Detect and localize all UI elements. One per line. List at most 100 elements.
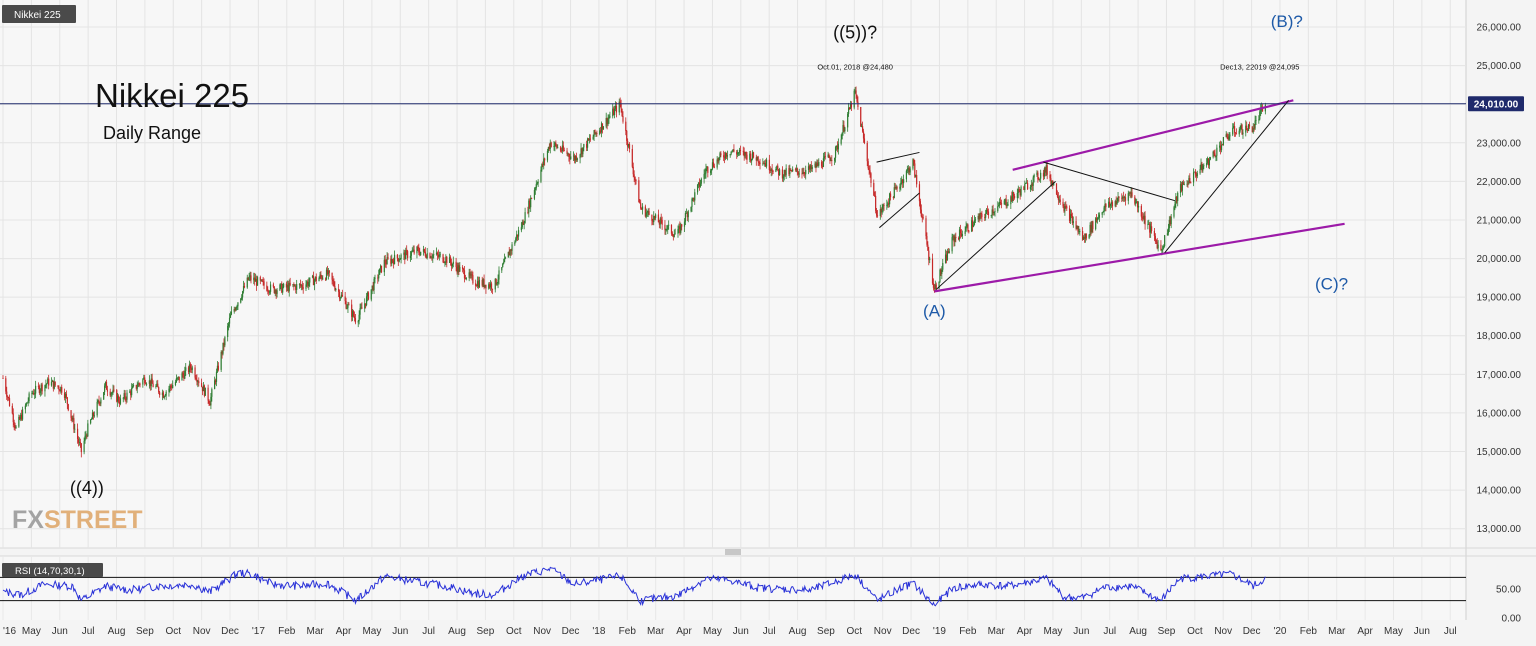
candle-body [779, 169, 781, 176]
candle-body [570, 156, 572, 160]
candle-body [516, 234, 518, 239]
candle-body [588, 138, 591, 141]
candle-body [953, 236, 955, 242]
candle-body [72, 418, 74, 420]
candle-body [679, 226, 681, 233]
candle-body [705, 168, 707, 174]
candle-body [537, 181, 539, 184]
candle-body [194, 367, 196, 378]
candle-body [6, 391, 8, 397]
candle-body [459, 266, 461, 272]
candle-body [503, 258, 506, 263]
candle-body [527, 212, 529, 213]
candle-body [1051, 180, 1053, 184]
candle-body [282, 287, 284, 293]
candle-body [142, 379, 144, 385]
candle-body [364, 303, 366, 309]
candle-body [174, 381, 177, 386]
candle-body [1190, 182, 1192, 184]
candle-body [504, 257, 507, 259]
rsi-tick: 50.00 [1496, 585, 1521, 596]
candle-body [520, 227, 522, 231]
candle-body [1082, 231, 1084, 240]
candle-body [1059, 199, 1061, 202]
candle-body [1025, 182, 1027, 184]
symbol-badge[interactable]: Nikkei 225 [2, 5, 76, 23]
candle-body [406, 250, 408, 252]
candle-body [684, 213, 687, 222]
candle-body [971, 220, 973, 232]
candle-body [1161, 249, 1163, 251]
candle-body [39, 390, 41, 393]
candle-body [573, 155, 576, 161]
date-tick: Dec [902, 626, 920, 637]
symbol-badge-label: Nikkei 225 [14, 10, 61, 21]
rsi-badge[interactable]: RSI (14,70,30,1) [2, 563, 103, 577]
date-tick: Jul [422, 626, 435, 637]
date-tick: Mar [307, 626, 325, 637]
candle-body [404, 252, 406, 260]
date-tick: Oct [506, 626, 522, 637]
candle-body [528, 200, 530, 213]
candle-body [489, 283, 492, 288]
candle-body [1247, 124, 1250, 131]
candle-body [37, 385, 40, 387]
candle-body [122, 397, 124, 399]
candle-body [309, 277, 311, 283]
chart-title: Nikkei 225 [95, 77, 249, 114]
candle-body [592, 136, 594, 140]
candle-body [158, 387, 160, 393]
candle-body [686, 212, 688, 218]
candle-body [113, 389, 115, 391]
candle-body [150, 378, 152, 387]
candle-body [517, 234, 519, 237]
candle-body [379, 265, 382, 269]
candle-body [255, 279, 258, 286]
candle-body [1044, 168, 1046, 173]
candle-body [541, 164, 543, 170]
candle-body [889, 193, 892, 198]
candle-body [1233, 126, 1235, 128]
price-tick: 22,000.00 [1477, 177, 1522, 188]
candle-body [214, 380, 216, 390]
candle-body [726, 155, 729, 157]
candle-body [1219, 145, 1222, 151]
candle-body [361, 307, 363, 309]
candle-body [1200, 163, 1202, 170]
candle-body [928, 250, 930, 261]
candle-body [491, 288, 494, 290]
candle-body [164, 395, 166, 397]
candle-body [143, 377, 145, 380]
candle-body [523, 223, 525, 226]
candle-body [177, 376, 179, 378]
candle-body [1083, 237, 1086, 239]
candle-body [556, 144, 558, 148]
candle-body [47, 378, 49, 384]
candle-body [426, 253, 428, 258]
candle-body [725, 152, 728, 157]
candle-body [1131, 192, 1133, 197]
candle-body [742, 150, 744, 152]
candle-body [262, 281, 264, 283]
candle-body [273, 286, 275, 293]
candle-body [805, 169, 807, 175]
candle-body [510, 249, 512, 251]
candle-body [844, 127, 846, 132]
candle-body [576, 158, 578, 161]
wave-annotations: ((5))? Oct.01, 2018 @24,480 Dec13, 22019 @… [70, 12, 1348, 498]
candle-body [593, 130, 595, 137]
candle-body [1196, 173, 1198, 177]
candle-body [357, 321, 359, 323]
pane-resize-handle[interactable] [724, 549, 741, 555]
candle-body [1018, 189, 1020, 192]
trendline-drawings [876, 99, 1345, 293]
candle-body [393, 260, 395, 265]
candle-body [118, 396, 120, 402]
candle-body [883, 204, 885, 206]
candle-body [638, 180, 640, 203]
candle-body [998, 204, 1000, 207]
candle-body [634, 176, 636, 181]
candle-body [1117, 196, 1119, 202]
candle-body [1215, 155, 1217, 157]
candle-body [706, 167, 708, 169]
